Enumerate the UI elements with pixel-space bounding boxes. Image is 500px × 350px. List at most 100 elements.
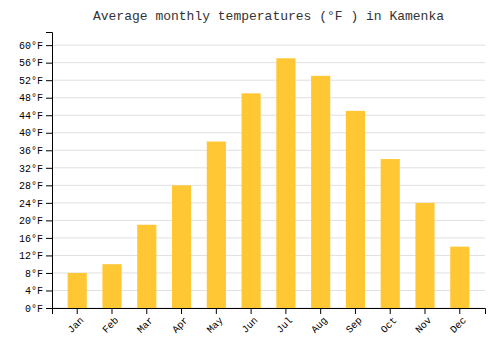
grid-line — [52, 115, 485, 116]
x-tick-mark — [320, 308, 321, 314]
x-tick-label: Nov — [414, 315, 435, 336]
x-tick-mark — [146, 308, 147, 314]
grid-line — [52, 80, 485, 81]
y-tick-mark — [46, 185, 52, 186]
grid-line — [52, 97, 485, 98]
y-tick-label: 52°F — [19, 76, 43, 87]
x-tick-mark — [459, 308, 460, 314]
y-tick-mark — [46, 238, 52, 239]
y-tick: 40°F — [19, 128, 52, 139]
y-tick-label: 48°F — [19, 93, 43, 104]
x-tick: Oct — [379, 308, 400, 336]
y-tick-mark — [46, 98, 52, 99]
y-tick: 48°F — [19, 93, 52, 104]
y-tick-label: 36°F — [19, 146, 43, 157]
x-tick: Sep — [344, 308, 365, 336]
y-tick-mark — [46, 115, 52, 116]
y-tick-label: 60°F — [19, 41, 43, 52]
bar — [137, 225, 156, 308]
y-tick: 16°F — [19, 234, 52, 245]
x-tick-mark — [181, 308, 182, 314]
x-tick: Mar — [135, 308, 156, 336]
y-tick: 0°F — [25, 304, 52, 315]
y-tick-label: 12°F — [19, 251, 43, 262]
y-tick-label: 16°F — [19, 234, 43, 245]
x-tick: Jul — [275, 308, 296, 336]
x-tick: Aug — [309, 308, 330, 336]
x-axis: Jan Feb Mar Apr May Jun Jul Aug Sep Oct Nov Dec — [53, 308, 486, 336]
y-tick-label: 44°F — [19, 111, 43, 122]
chart: 0°F 4°F 8°F 12°F 16°F 20°F 24°F 28°F 32°F 36°F 40°… — [0, 0, 500, 350]
y-tick: 8°F — [25, 269, 52, 280]
bar — [207, 142, 226, 308]
y-tick-mark — [46, 168, 52, 169]
y-tick: 32°F — [19, 164, 52, 175]
bar — [346, 111, 365, 308]
x-tick-mark — [285, 308, 286, 314]
y-tick-mark — [46, 133, 52, 134]
grid-line — [52, 62, 485, 63]
bar — [450, 247, 469, 308]
plot: 0°F 4°F 8°F 12°F 16°F 20°F 24°F 28°F 32°F 36°F 40°… — [19, 33, 486, 336]
y-tick-mark — [46, 63, 52, 64]
grid-line — [52, 185, 485, 186]
x-tick-label: Jan — [66, 315, 87, 336]
x-tick-label: Sep — [344, 315, 365, 336]
title: Average monthly temperatures (°F ) in Ka… — [93, 9, 444, 24]
x-tick-label: Jul — [275, 315, 296, 336]
y-tick-mark — [46, 80, 52, 81]
x-tick: May — [205, 308, 226, 336]
grid — [52, 45, 485, 308]
x-tick: Jun — [240, 308, 261, 336]
grid-line — [52, 132, 485, 133]
bar — [381, 159, 400, 308]
y-tick-mark — [46, 290, 52, 291]
y-axis: 0°F 4°F 8°F 12°F 16°F 20°F 24°F 28°F 32°F 36°F 40°… — [19, 33, 53, 315]
bar — [102, 264, 121, 308]
bars — [68, 58, 470, 308]
y-tick-label: 0°F — [25, 304, 43, 315]
x-tick: Apr — [170, 308, 191, 336]
grid-line — [52, 167, 485, 168]
x-tick-mark — [111, 308, 112, 314]
y-tick-mark — [46, 150, 52, 151]
y-tick-label: 20°F — [19, 216, 43, 227]
x-tick: Nov — [414, 308, 435, 336]
x-tick-mark — [425, 308, 426, 314]
y-tick-label: 56°F — [19, 58, 43, 69]
y-tick-label: 8°F — [25, 269, 43, 280]
x-tick: Dec — [448, 308, 469, 336]
y-axis-line — [46, 33, 53, 309]
bar — [242, 93, 261, 308]
x-tick-label: Jun — [240, 315, 261, 336]
y-tick-mark — [46, 308, 52, 309]
y-tick: 36°F — [19, 146, 52, 157]
y-tick: 4°F — [25, 286, 52, 297]
y-tick-mark — [46, 203, 52, 204]
y-tick-mark — [46, 255, 52, 256]
x-tick-label: May — [205, 315, 226, 336]
y-tick-label: 32°F — [19, 164, 43, 175]
x-tick-label: Mar — [135, 315, 156, 336]
x-axis-line — [53, 309, 486, 315]
y-tick: 12°F — [19, 251, 52, 262]
y-tick-label: 24°F — [19, 199, 43, 210]
y-tick-mark — [46, 45, 52, 46]
y-tick: 52°F — [19, 76, 52, 87]
grid-line — [52, 150, 485, 151]
y-tick-label: 40°F — [19, 128, 43, 139]
bar — [68, 273, 87, 308]
y-tick-label: 4°F — [25, 286, 43, 297]
y-tick: 20°F — [19, 216, 52, 227]
x-tick-label: Apr — [170, 315, 191, 336]
x-tick-mark — [251, 308, 252, 314]
y-tick: 24°F — [19, 199, 52, 210]
x-tick-mark — [355, 308, 356, 314]
bar — [415, 203, 434, 308]
grid-line — [52, 45, 485, 46]
x-tick-mark — [77, 308, 78, 314]
bar — [311, 76, 330, 308]
y-tick: 28°F — [19, 181, 52, 192]
y-tick-mark — [46, 273, 52, 274]
x-tick: Feb — [101, 308, 122, 336]
